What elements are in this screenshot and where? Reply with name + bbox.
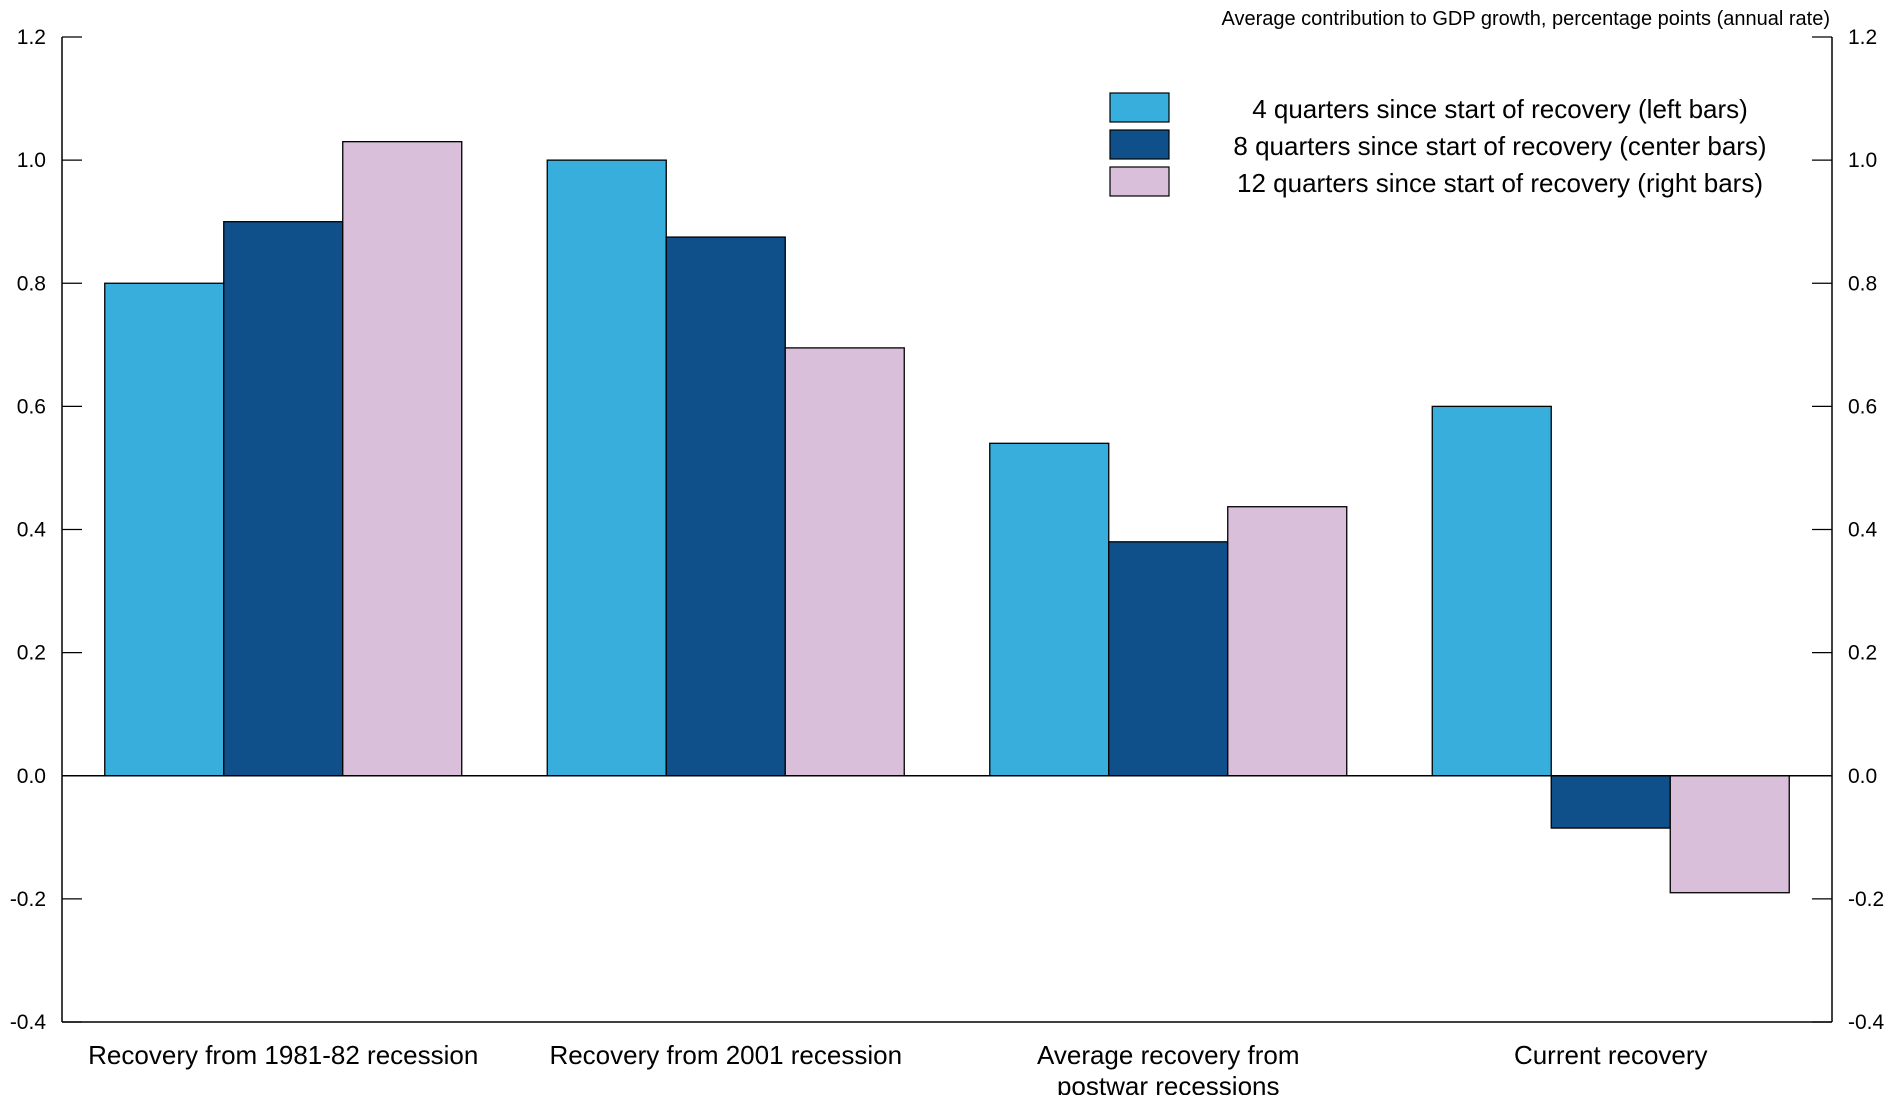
legend-swatch: [1109, 129, 1170, 160]
category-label-line: Recovery from 1981-82 recession: [88, 1040, 478, 1070]
bar: [104, 282, 225, 777]
y-tick-label-left: 1.2: [17, 26, 46, 49]
y-tick-label-left: -0.4: [10, 1011, 47, 1034]
y-tick-label-left: -0.2: [10, 888, 46, 911]
category-label: Current recovery: [1514, 1040, 1708, 1070]
bar: [342, 141, 463, 777]
bar: [546, 159, 667, 777]
category-label: Average recovery from postwar recessions: [1037, 1040, 1300, 1095]
bar: [1550, 775, 1671, 829]
bars-layer: [104, 141, 1790, 894]
legend-swatch: [1109, 92, 1170, 123]
legend: 4 quarters since start of recovery (left…: [1109, 92, 1767, 198]
y-tick-label-left: 1.0: [17, 149, 46, 172]
y-tick-label-right: 0.6: [1848, 395, 1877, 418]
category-labels: Recovery from 1981-82 recession Recovery …: [88, 1040, 1708, 1100]
y-tick-label-right: -0.2: [1848, 888, 1884, 911]
category-label-line: Current recovery: [1514, 1040, 1708, 1070]
units-label: Average contribution to GDP growth, perc…: [1221, 8, 1830, 30]
y-tick-label-right: 0.4: [1848, 519, 1878, 542]
bar: [784, 347, 905, 777]
legend-label: 4 quarters since start of recovery (left…: [1252, 94, 1748, 124]
y-tick-label-right: 0.2: [1848, 642, 1877, 665]
y-tick-label-left: 0.6: [17, 395, 46, 418]
bar: [1227, 506, 1348, 777]
y-tick-label-right: 1.0: [1848, 149, 1877, 172]
bar: [1108, 541, 1229, 777]
bar: [1431, 405, 1552, 777]
y-tick-label-right: 0.0: [1848, 765, 1877, 788]
category-label-line: Average recovery from: [1037, 1040, 1300, 1070]
y-tick-label-right: 0.8: [1848, 272, 1877, 295]
y-tick-label-left: 0.0: [17, 765, 46, 788]
category-label: Recovery from 2001 recession: [549, 1040, 902, 1070]
y-tick-label-left: 0.4: [17, 519, 47, 542]
y-tick-label-right: -0.4: [1848, 1011, 1885, 1034]
bar: [989, 442, 1110, 777]
y-tick-label-right: 1.2: [1848, 26, 1877, 49]
bar: [1669, 775, 1790, 894]
category-label: Recovery from 1981-82 recession: [88, 1040, 478, 1070]
bar: [665, 236, 786, 777]
y-tick-label-left: 0.2: [17, 642, 46, 665]
axes-layer: -0.4 -0.4 -0.2 -0.2 0.0 0.0 0.2 0.2 0.4 0.4 0.6 0.6…: [10, 26, 1885, 1034]
legend-swatch: [1109, 166, 1170, 197]
legend-label: 8 quarters since start of recovery (cent…: [1233, 131, 1766, 161]
bar: [223, 221, 344, 777]
category-label-line: postwar recessions: [1057, 1071, 1280, 1095]
legend-label: 12 quarters since start of recovery (rig…: [1237, 168, 1763, 198]
y-tick-label-left: 0.8: [17, 272, 46, 295]
category-label-line: Recovery from 2001 recession: [549, 1040, 902, 1070]
